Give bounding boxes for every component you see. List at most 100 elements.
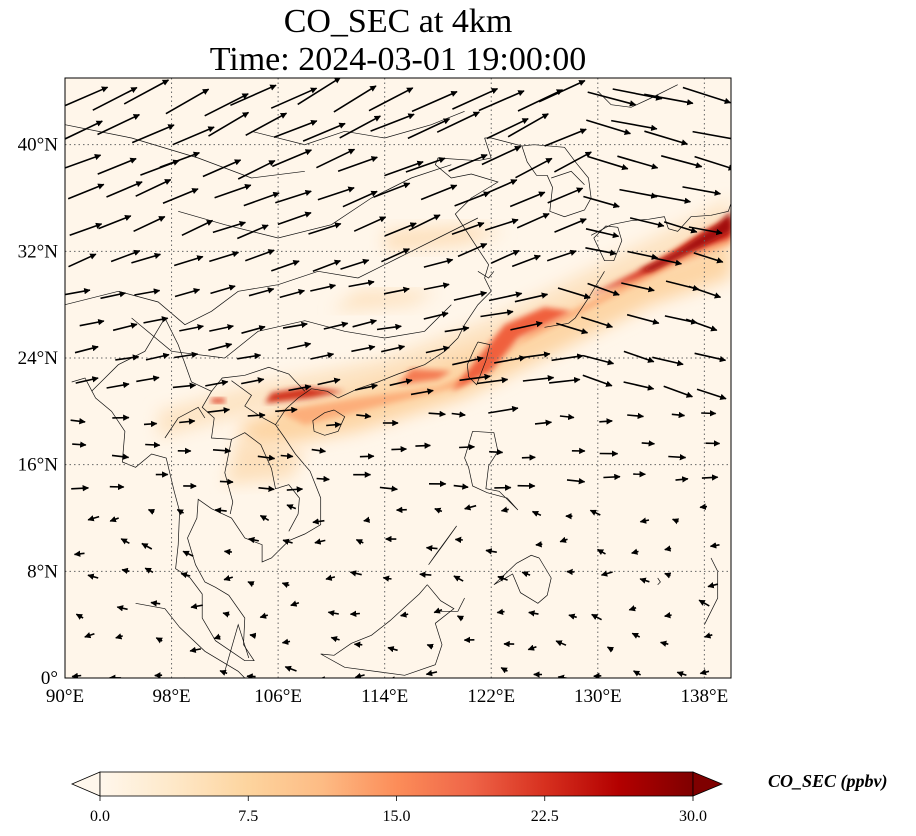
wind-arrow-125	[453, 290, 488, 301]
wind-arrow-167	[582, 354, 615, 366]
wind-arrow-268	[141, 542, 153, 550]
wind-arrow-349	[318, 676, 325, 678]
wind-arrow-72	[583, 195, 620, 209]
wind-arrow-80	[212, 221, 247, 234]
wind-arrow-307	[190, 603, 203, 610]
wind-arrow-182	[459, 373, 491, 382]
wind-arrow-148	[581, 316, 614, 329]
map-frame	[64, 77, 732, 679]
wind-arrow-39	[97, 157, 137, 175]
wind-arrow-336	[527, 644, 537, 651]
wind-arrow-42	[202, 159, 242, 178]
wind-arrow-143	[423, 311, 449, 320]
wind-arrow-277	[454, 536, 463, 544]
wind-arrow-20	[97, 113, 140, 136]
wind-arrow-116	[134, 288, 161, 296]
wind-arrow-36	[644, 130, 689, 146]
wind-arrow-338	[606, 646, 615, 653]
wind-arrow-289	[223, 574, 234, 582]
wind-arrow-232	[219, 478, 234, 485]
coastline-segment-16	[231, 380, 276, 426]
wind-arrow-304	[75, 613, 84, 620]
coastline-segment-18	[131, 304, 452, 359]
wind-arrow-180	[389, 378, 413, 387]
wind-arrow-270	[223, 548, 232, 556]
wind-arrow-25	[273, 119, 318, 139]
wind-arrow-100	[245, 249, 275, 262]
wind-arrow-337	[555, 640, 567, 647]
coastline-segment-2	[466, 341, 491, 386]
coastline-segment-13	[201, 391, 300, 532]
lon-tick-label-4: 122°E	[467, 686, 515, 707]
wind-arrow-193	[179, 418, 196, 425]
wind-arrow-265	[699, 503, 708, 510]
wind-arrow-156	[208, 342, 233, 351]
wind-arrow-300	[600, 570, 613, 577]
wind-arrow-135	[143, 316, 169, 324]
wind-arrow-112	[651, 256, 683, 266]
wind-arrow-92	[629, 217, 665, 228]
wind-arrow-46	[337, 156, 378, 173]
wind-arrow-228	[71, 485, 90, 492]
coastline-segment-20	[251, 110, 465, 146]
wind-arrow-132	[688, 285, 722, 299]
wind-arrow-8	[333, 85, 377, 113]
wind-arrow-114	[65, 287, 91, 296]
wind-arrow-272	[282, 538, 293, 545]
wind-arrow-239	[453, 483, 469, 490]
coastlines	[65, 84, 731, 678]
wind-arrow-226	[668, 454, 687, 461]
coastline-segment-5	[493, 554, 552, 604]
wind-arrow-101	[271, 259, 300, 272]
wind-arrow-271	[248, 536, 259, 544]
wind-arrow-1	[92, 86, 138, 111]
wind-arrow-284	[709, 542, 720, 549]
wind-arrow-165	[518, 351, 551, 359]
wind-arrow-305	[116, 605, 128, 612]
wind-arrow-83	[308, 222, 342, 235]
wind-arrow-157	[237, 352, 262, 360]
wind-arrow-12	[478, 90, 525, 112]
wind-arrow-312	[349, 610, 360, 617]
wind-arrow-296	[453, 575, 464, 582]
wind-arrow-115	[100, 291, 127, 300]
coastline-segment-6	[320, 584, 455, 676]
coastline-segment-24	[597, 84, 678, 108]
wind-arrow-252	[259, 514, 270, 522]
concentration-patch-0	[158, 198, 731, 438]
wind-arrow-4	[204, 93, 249, 117]
wind-arrow-175	[205, 379, 229, 387]
coastline-segment-15	[164, 406, 206, 439]
wind-arrow-354	[500, 667, 508, 674]
wind-arrow-99	[209, 251, 240, 263]
wind-arrow-281	[596, 548, 606, 556]
wind-arrow-185	[549, 376, 581, 384]
lon-tick-label-5: 130°E	[574, 686, 622, 707]
wind-arrow-84	[353, 216, 387, 232]
wind-arrow-358	[633, 670, 641, 677]
wind-arrow-333	[426, 643, 434, 650]
wind-arrow-234	[286, 486, 304, 493]
wind-arrow-197	[326, 421, 342, 428]
wind-arrow-110	[585, 247, 617, 256]
wind-arrow-266	[73, 550, 85, 557]
wind-arrow-141	[352, 318, 378, 328]
wind-arrow-26	[302, 122, 346, 142]
wind-arrow-21	[131, 124, 175, 144]
wind-arrow-267	[120, 538, 130, 545]
wind-arrow-43	[237, 159, 276, 180]
wind-arrow-63	[275, 189, 312, 204]
wind-arrow-326	[189, 646, 202, 654]
wind-arrow-250	[176, 508, 184, 516]
wind-arrow-127	[514, 292, 549, 303]
lat-tick-labels: 0° 8°N 16°N 24°N 32°N 40°N	[18, 135, 59, 689]
wind-arrow-95	[68, 253, 97, 268]
wind-arrow-249	[147, 508, 156, 515]
wind-arrow-251	[214, 507, 227, 514]
wind-arrow-346	[219, 669, 228, 676]
wind-arrow-154	[145, 352, 170, 361]
wind-arrow-323	[84, 632, 95, 639]
wind-arrow-213	[212, 447, 232, 454]
